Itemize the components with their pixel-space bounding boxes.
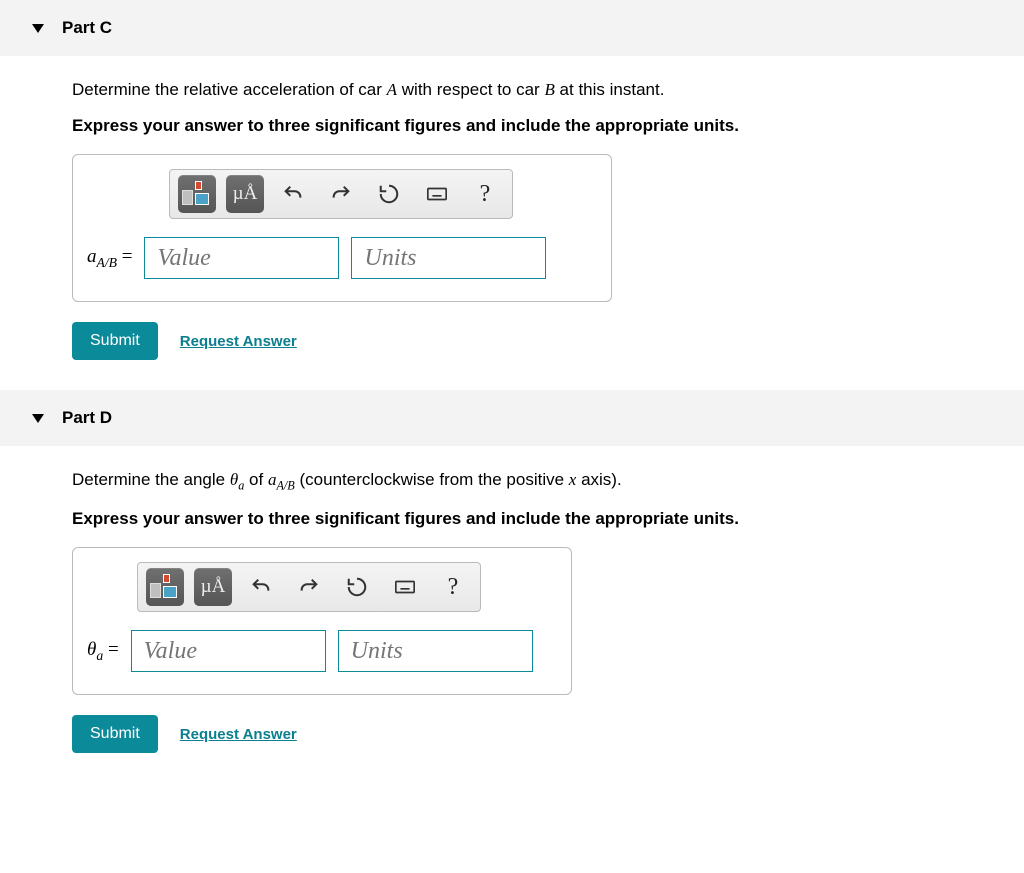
chevron-down-icon	[32, 24, 44, 33]
part-body: Determine the relative acceleration of c…	[0, 56, 1024, 360]
keyboard-icon[interactable]	[386, 568, 424, 606]
units-input[interactable]	[351, 237, 546, 279]
units-input[interactable]	[338, 630, 533, 672]
input-row: aA/B =	[87, 237, 597, 279]
units-button[interactable]: µÅ	[226, 175, 264, 213]
part-c: Part C Determine the relative accelerati…	[0, 0, 1024, 360]
question-text: Determine the angle θa of aA/B (counterc…	[72, 470, 1024, 493]
actions-row: Submit Request Answer	[72, 715, 1024, 753]
chevron-down-icon	[32, 414, 44, 423]
submit-button[interactable]: Submit	[72, 322, 158, 360]
redo-icon[interactable]	[322, 175, 360, 213]
units-button[interactable]: µÅ	[194, 568, 232, 606]
help-icon[interactable]: ?	[466, 175, 504, 213]
request-answer-link[interactable]: Request Answer	[180, 333, 297, 350]
actions-row: Submit Request Answer	[72, 322, 1024, 360]
part-d: Part D Determine the angle θa of aA/B (c…	[0, 390, 1024, 753]
part-body: Determine the angle θa of aA/B (counterc…	[0, 446, 1024, 753]
section-header[interactable]: Part C	[0, 0, 1024, 56]
template-icon[interactable]	[146, 568, 184, 606]
variable-label: θa =	[87, 639, 119, 664]
toolbar: µÅ ?	[137, 562, 481, 612]
reset-icon[interactable]	[370, 175, 408, 213]
redo-icon[interactable]	[290, 568, 328, 606]
undo-icon[interactable]	[242, 568, 280, 606]
answer-box: µÅ ?	[72, 154, 612, 302]
question-text: Determine the relative acceleration of c…	[72, 80, 1024, 100]
toolbar: µÅ ?	[169, 169, 513, 219]
reset-icon[interactable]	[338, 568, 376, 606]
variable-label: aA/B =	[87, 246, 132, 271]
help-icon[interactable]: ?	[434, 568, 472, 606]
instruction-text: Express your answer to three significant…	[72, 509, 1024, 529]
request-answer-link[interactable]: Request Answer	[180, 726, 297, 743]
part-title: Part D	[62, 408, 112, 428]
undo-icon[interactable]	[274, 175, 312, 213]
section-header[interactable]: Part D	[0, 390, 1024, 446]
input-row: θa =	[87, 630, 557, 672]
submit-button[interactable]: Submit	[72, 715, 158, 753]
value-input[interactable]	[144, 237, 339, 279]
instruction-text: Express your answer to three significant…	[72, 116, 1024, 136]
value-input[interactable]	[131, 630, 326, 672]
keyboard-icon[interactable]	[418, 175, 456, 213]
answer-box: µÅ ?	[72, 547, 572, 695]
part-title: Part C	[62, 18, 112, 38]
template-icon[interactable]	[178, 175, 216, 213]
